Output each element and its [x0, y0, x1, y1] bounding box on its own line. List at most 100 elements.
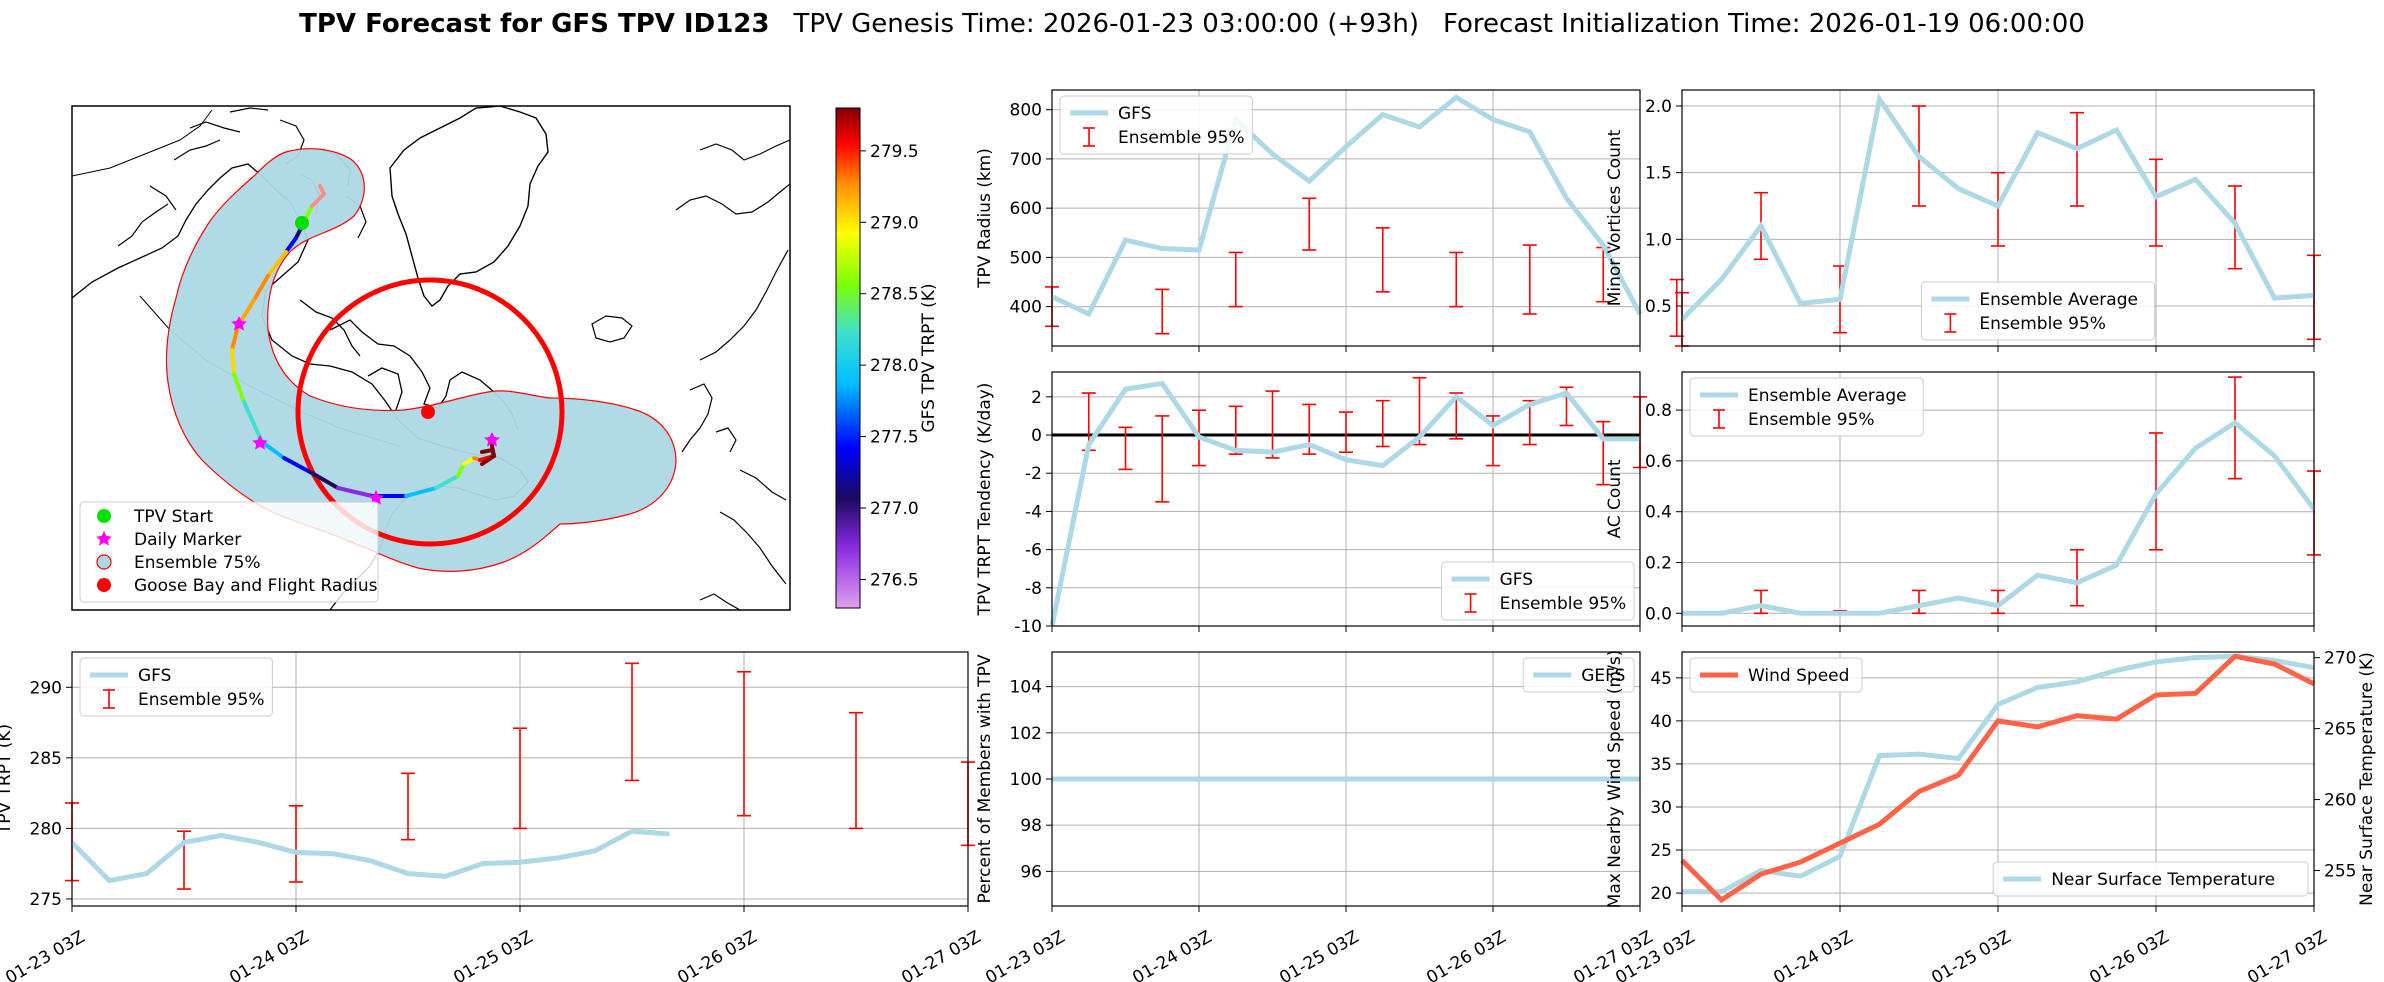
- map-panel: TPV Start Daily Marker Ensemble 75% Goos…: [71, 105, 939, 611]
- map-layers: [72, 106, 790, 610]
- y-tick-label: 280: [30, 819, 62, 839]
- legend-errorbar-icon: [103, 689, 115, 709]
- legend-label: GFS: [1500, 570, 1533, 590]
- title-init: Forecast Initialization Time: 2026-01-19…: [1443, 9, 2085, 39]
- ensemble-errorbar: [2070, 111, 2084, 207]
- y-axis-label: TPV Radius (km): [975, 148, 995, 289]
- y-tick-label: -6: [1025, 541, 1042, 561]
- y-tick-label: 45: [1650, 669, 1672, 689]
- legend-errorbar-icon: [1083, 127, 1095, 147]
- y-tick-label: 800: [1010, 101, 1042, 121]
- legend-tpv-start-icon: [97, 509, 111, 523]
- y-tick-label: 30: [1650, 798, 1672, 818]
- x-tick-label: 01-26 03Z: [1423, 927, 1509, 982]
- x-tick-label: 01-27 03Z: [2244, 927, 2330, 982]
- x-tick-label: 01-24 03Z: [226, 927, 312, 982]
- colorbar-gradient: [835, 107, 861, 609]
- y-tick-label: 0.4: [1645, 503, 1672, 523]
- legend-label: Near Surface Temperature: [2051, 870, 2275, 890]
- ensemble-errorbar: [1991, 589, 2005, 615]
- gfs-line: [1049, 380, 1640, 627]
- legend-label: Ensemble 95%: [1748, 410, 1875, 430]
- coastline-scandinavia-north: [675, 139, 790, 215]
- y-axis-label: Percent of Members with TPV: [975, 654, 995, 903]
- y-tick-label: 500: [1010, 248, 1042, 268]
- x-tick-label: 01-24 03Z: [1129, 927, 1215, 982]
- y-right-tick-label: 255: [2324, 862, 2356, 882]
- x-tick-label: 01-25 03Z: [1928, 927, 2014, 982]
- colorbar-tick-label: 278.0: [870, 356, 919, 376]
- y-tick-label: 96: [1020, 862, 1042, 882]
- y-axis-label: Max Nearby Wind Speed (m/s): [1605, 650, 1625, 909]
- x-tick-label: 01-23 03Z: [2, 927, 88, 982]
- colorbar-tick-label: 277.5: [870, 428, 919, 448]
- legend-label: Ensemble 95%: [1500, 594, 1627, 614]
- ensemble-errorbar: [1596, 420, 1611, 486]
- legend-errorbar-icon: [1944, 313, 1957, 333]
- wind-speed-line: [1680, 653, 2316, 904]
- legend-label: GFS: [138, 666, 171, 686]
- panel-percent: 96 98 100 102 104 01-23 03Z 01-24 03Z 01-25 03Z…: [975, 651, 1657, 982]
- legend-daily-marker-icon: [96, 531, 112, 546]
- legend-box: [1992, 861, 2309, 897]
- y-tick-label: 0.6: [1645, 452, 1672, 472]
- y-tick-label: 2.0: [1645, 97, 1672, 117]
- colorbar: 276.5 277.0 277.5 278.0 278.5 279.0 279.5 GFS …: [835, 107, 939, 609]
- y-tick-label: 104: [1010, 678, 1042, 698]
- legend-box: [1689, 657, 1863, 693]
- legend-label: Ensemble Average: [1979, 290, 2138, 310]
- y-tick-label: 102: [1010, 724, 1042, 744]
- y-tick-label: 700: [1010, 150, 1042, 170]
- y-tick-label: 0: [1031, 426, 1042, 446]
- ensemble-errorbar: [737, 670, 751, 817]
- ensemble-errorbar: [1118, 426, 1133, 471]
- y-tick-label: 275: [30, 890, 62, 910]
- ensemble-errorbar: [849, 711, 863, 830]
- panel-minor: 0.5 1.0 1.5 2.0 Minor Vortices Count Ensemble…: [1605, 89, 2321, 352]
- legend-label: Ensemble 95%: [1979, 314, 2106, 334]
- y-tick-label: 600: [1010, 199, 1042, 219]
- y-tick-label: 35: [1650, 755, 1672, 775]
- colorbar-tick-label: 278.5: [870, 285, 919, 305]
- legend-label: Wind Speed: [1748, 666, 1849, 686]
- ensemble-errorbar: [401, 772, 415, 841]
- ensemble-errorbar: [513, 727, 527, 830]
- ensemble-errorbar: [1265, 390, 1280, 459]
- y-tick-label: 0.2: [1645, 554, 1672, 574]
- daily-marker-star: [252, 435, 268, 450]
- legend-tpv-start: TPV Start: [133, 507, 214, 527]
- coastline-europe: [681, 249, 789, 610]
- ensemble-errorbar: [1991, 171, 2005, 247]
- y-right-tick-label: 270: [2324, 649, 2356, 669]
- panel-radius: 400 500 600 700 800 TPV Radius (km) GFS Ensembl…: [975, 89, 1684, 352]
- ensemble-errorbar: [2070, 548, 2084, 607]
- y-right-tick-label: 260: [2324, 791, 2356, 811]
- legend-ensemble-75-icon: [96, 554, 112, 570]
- y-tick-label: 20: [1650, 884, 1672, 904]
- y-tick-label: -8: [1025, 579, 1042, 599]
- ensemble-errorbar: [1449, 392, 1464, 440]
- y-tick-label: 0.0: [1645, 604, 1672, 624]
- ensemble-errorbar: [1155, 288, 1170, 335]
- coastline-iceland: [591, 315, 633, 343]
- y-axis-label: TPV TRPT (K): [0, 724, 15, 835]
- legend-box: [1920, 281, 2156, 341]
- ensemble-errorbar: [2149, 158, 2163, 247]
- colorbar-tick-label: 277.0: [870, 499, 919, 519]
- y-tick-label: 285: [30, 749, 62, 769]
- ensemble-errorbar: [1302, 197, 1317, 251]
- x-tick-label: 01-26 03Z: [2086, 927, 2172, 982]
- colorbar-tick-label: 279.5: [870, 142, 919, 162]
- colorbar-ticks: 276.5 277.0 277.5 278.0 278.5 279.0 279.5: [860, 142, 919, 590]
- colorbar-tick-label: 276.5: [870, 570, 919, 590]
- daily-markers: [231, 316, 500, 505]
- y-tick-label: 40: [1650, 712, 1672, 732]
- y-tick-label: 1.5: [1645, 164, 1672, 184]
- y-axis-label: AC Count: [1605, 459, 1625, 538]
- legend-box: [1689, 377, 1924, 437]
- y-tick-label: 0.8: [1645, 401, 1672, 421]
- legend-box: [79, 657, 273, 717]
- coastline-hudson-bay: [299, 299, 403, 411]
